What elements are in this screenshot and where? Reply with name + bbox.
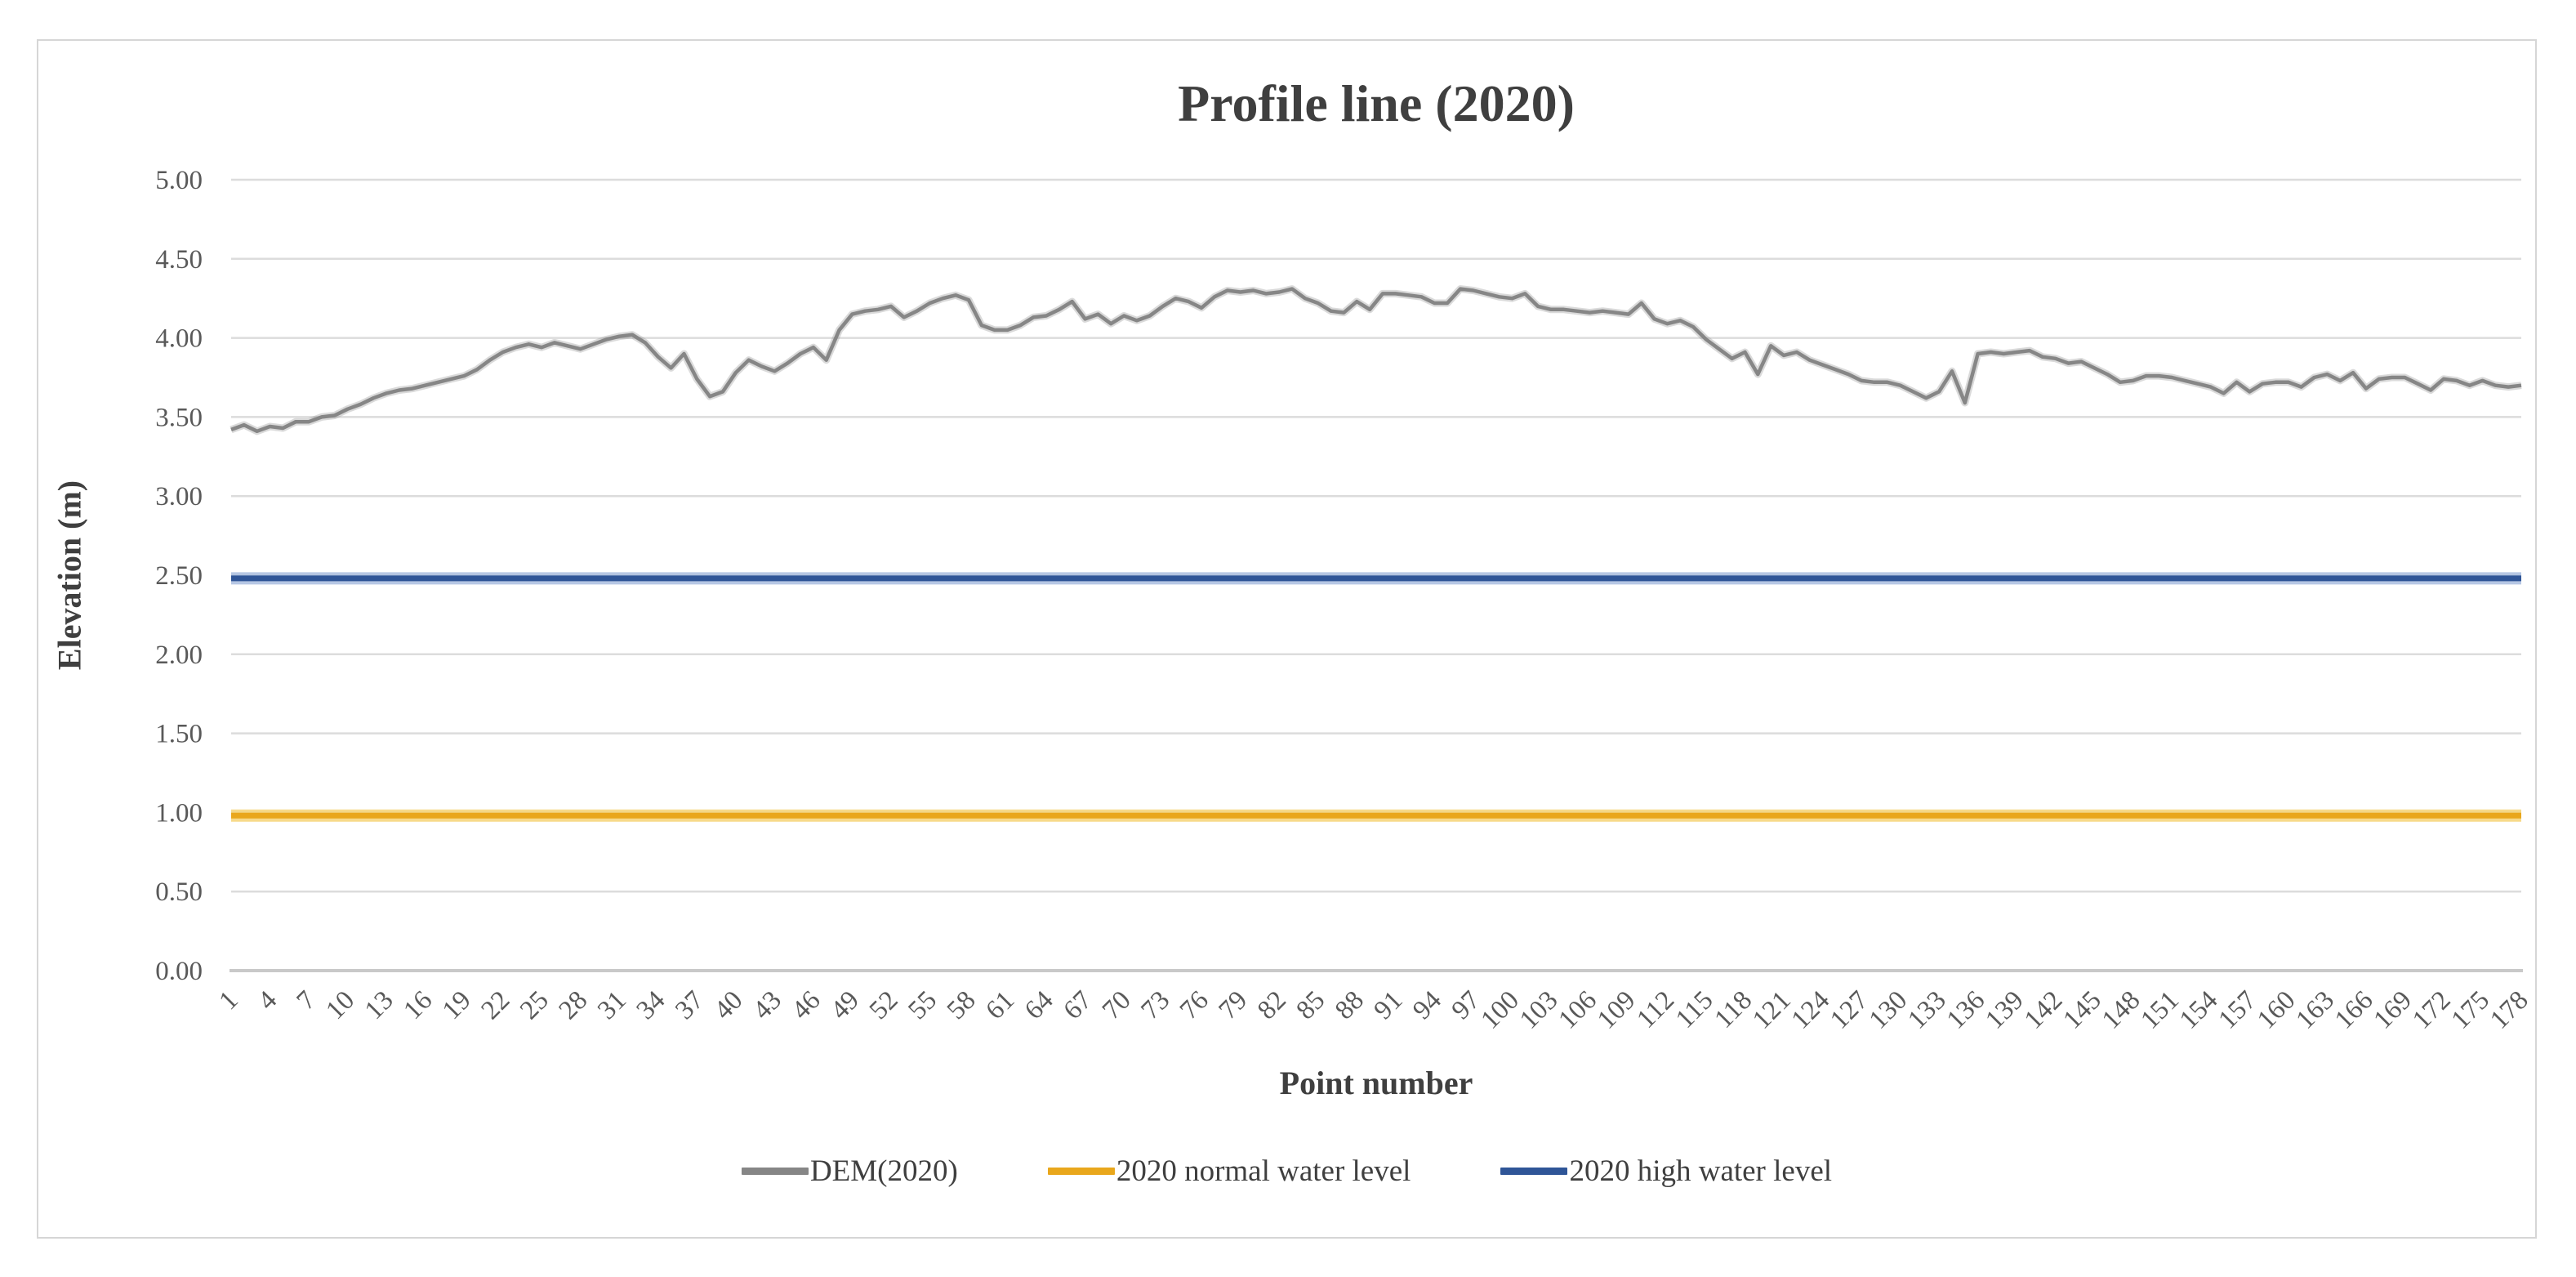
x-axis-title: Point number [1279, 1065, 1473, 1101]
x-tick-label: 55 [902, 985, 943, 1025]
normal-water-level-swatch [1047, 1168, 1115, 1175]
x-tick-label: 91 [1369, 985, 1409, 1025]
x-tick-label: 76 [1174, 985, 1214, 1025]
x-tick-label: 40 [709, 985, 749, 1025]
y-tick-label: 3.00 [155, 482, 203, 511]
y-tick-label: 5.00 [155, 166, 203, 195]
x-tick-label: 178 [2485, 985, 2534, 1034]
x-tick-label: 7 [292, 985, 322, 1016]
high-water-level-swatch [1500, 1168, 1568, 1175]
x-tick-label: 46 [787, 985, 827, 1025]
figure-border [37, 39, 2537, 1239]
dem-line-halo [230, 285, 2522, 435]
chart-title: Profile line (2020) [1178, 74, 1575, 132]
legend-label-high-water-level: 2020 high water level [1569, 1154, 1833, 1188]
x-tick-label: 22 [476, 985, 516, 1025]
x-tick-label: 94 [1407, 985, 1447, 1025]
x-tick-label: 4 [252, 985, 283, 1016]
x-tick-label: 49 [825, 985, 865, 1025]
x-tick-label: 85 [1291, 985, 1331, 1025]
x-tick-label: 64 [1019, 985, 1059, 1025]
legend-label-dem: DEM(2020) [809, 1154, 958, 1188]
y-tick-label: 3.50 [155, 403, 203, 432]
x-tick-label: 61 [980, 985, 1020, 1025]
x-tick-label: 19 [437, 985, 477, 1025]
y-tick-label: 4.00 [155, 324, 203, 354]
x-tick-label: 34 [631, 985, 671, 1025]
x-tick-label: 70 [1097, 985, 1137, 1025]
x-tick-label: 28 [554, 985, 594, 1025]
x-tick-label: 1 [214, 985, 244, 1016]
x-tick-label: 25 [515, 985, 555, 1025]
dem-line [230, 287, 2522, 434]
legend-item-normal-water-level: 2020 normal water level [1047, 1154, 1411, 1189]
x-tick-label: 88 [1330, 985, 1370, 1025]
legend-item-high-water-level: 2020 high water level [1500, 1154, 1832, 1189]
x-tick-label: 16 [398, 985, 438, 1025]
y-tick-label: 0.50 [155, 877, 203, 907]
x-tick-label: 37 [670, 985, 710, 1025]
x-tick-label: 10 [320, 985, 360, 1025]
legend-item-dem: DEM(2020) [741, 1154, 958, 1189]
dem-line-swatch [741, 1168, 809, 1175]
x-tick-label: 79 [1214, 985, 1254, 1025]
x-tick-label: 67 [1058, 985, 1098, 1025]
y-tick-label: 1.00 [155, 798, 203, 828]
y-tick-label: 0.00 [155, 957, 203, 986]
legend-label-normal-water-level: 2020 normal water level [1116, 1154, 1411, 1188]
legend: DEM(2020) 2020 normal water level 2020 h… [37, 1154, 2537, 1189]
y-tick-label: 1.50 [155, 720, 203, 749]
x-tick-label: 43 [747, 985, 787, 1025]
y-tick-label: 2.50 [155, 561, 203, 591]
x-tick-label: 13 [359, 985, 399, 1025]
x-tick-label: 31 [592, 985, 632, 1025]
x-tick-label: 73 [1135, 985, 1175, 1025]
x-tick-label: 58 [942, 985, 982, 1025]
x-tick-label: 52 [864, 985, 904, 1025]
y-tick-label: 2.00 [155, 641, 203, 670]
x-tick-label: 82 [1252, 985, 1292, 1025]
y-tick-label: 4.50 [155, 245, 203, 275]
